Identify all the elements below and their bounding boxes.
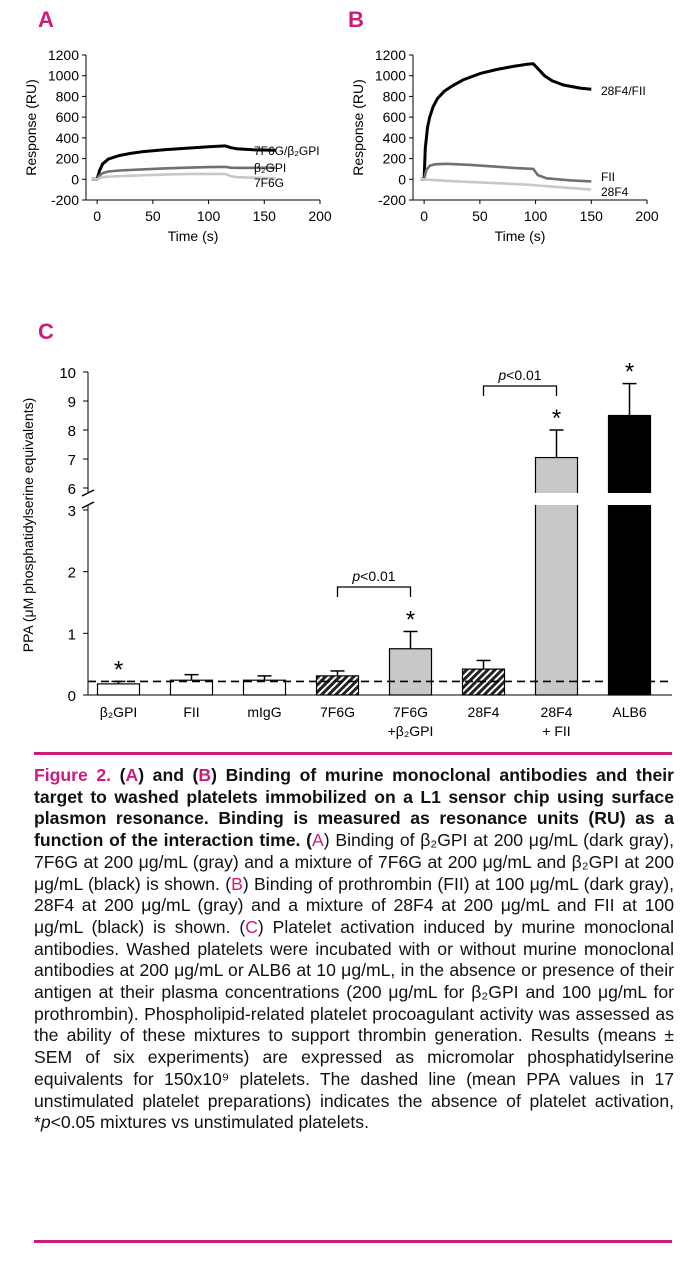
significance-star: * — [114, 656, 123, 683]
y-tick-label: 800 — [56, 88, 80, 104]
panel-letter: C — [38, 319, 54, 344]
category-label: mIgG — [247, 704, 281, 720]
panel-b-chart: B -200 0 200 400 600 800 1000 1200 0 50 100 150 200 Ti… — [348, 7, 659, 244]
y-axis-label: Response (RU) — [23, 79, 39, 175]
bar-3 — [315, 675, 360, 696]
caption-figure-label: Figure 2. — [34, 765, 112, 785]
x-tick-label: 0 — [420, 208, 428, 224]
category-label: 7F6G — [320, 704, 355, 720]
category-label-2: + FII — [542, 723, 570, 739]
panel-c-chart: C 0 1 2 3 6 7 8 9 10 PPA (μM phosphatidylserine eq… — [20, 319, 672, 739]
comparison-bracket — [482, 385, 558, 396]
caption-ref-a: A — [125, 765, 139, 785]
significance-star: * — [552, 405, 561, 432]
axis-break-mark — [81, 489, 95, 497]
series-label-0: 28F4/FII — [601, 84, 646, 98]
y-tick-label: 7 — [68, 452, 76, 469]
y-tick-label: 9 — [68, 394, 76, 411]
category-label: β₂GPI — [100, 704, 138, 720]
bar-0 — [96, 683, 141, 696]
series-label-0: 7F6G/β₂GPI — [254, 144, 320, 158]
series-line-0 — [420, 62, 592, 181]
bar-1 — [169, 679, 214, 696]
caption-ref-b2: B — [231, 873, 243, 894]
y-tick-label: 1200 — [375, 47, 406, 63]
panel-a-chart: A -200 0 200 400 600 800 1000 1200 0 50 100 150 200 Ti… — [23, 7, 332, 244]
series-label-2: 28F4 — [601, 185, 629, 199]
caption-bottom-rule — [34, 1240, 672, 1243]
bar-break — [533, 493, 580, 505]
axis-break-mark — [81, 501, 95, 509]
caption-ref-c: C — [245, 916, 258, 937]
category-label: 28F4 — [541, 704, 573, 720]
y-tick-label: 1000 — [375, 68, 406, 84]
y-tick-label: 600 — [56, 109, 80, 125]
caption-ref-b: B — [198, 765, 212, 785]
x-tick-label: 200 — [308, 208, 332, 224]
y-tick-label: 8 — [68, 423, 76, 440]
series-line-0 — [91, 144, 276, 181]
series-label-1: FII — [601, 170, 615, 184]
comparison-bracket — [336, 586, 412, 597]
y-tick-label: 400 — [56, 130, 80, 146]
category-label: 7F6G — [393, 704, 428, 720]
y-tick-label: 400 — [383, 130, 407, 146]
x-tick-label: 0 — [93, 208, 101, 224]
x-tick-label: 50 — [472, 208, 488, 224]
category-label: ALB6 — [612, 704, 646, 720]
x-tick-label: 100 — [524, 208, 548, 224]
y-tick-label: 0 — [398, 171, 406, 187]
y-tick-label: -200 — [51, 192, 79, 208]
x-axis-label: Time (s) — [495, 228, 546, 244]
series-line-2 — [420, 178, 592, 191]
y-tick-label: 3 — [68, 503, 76, 520]
series-label-2: 7F6G — [254, 176, 284, 190]
y-tick-label: 200 — [56, 151, 80, 167]
x-tick-label: 150 — [580, 208, 604, 224]
x-tick-label: 100 — [197, 208, 221, 224]
category-label-2: +β₂GPI — [388, 723, 434, 739]
y-tick-label: 600 — [383, 109, 407, 125]
y-tick-label: 6 — [68, 481, 76, 498]
x-tick-label: 50 — [145, 208, 161, 224]
significance-star: * — [625, 359, 634, 386]
panel-letter: A — [38, 7, 54, 32]
panel-letter: B — [348, 7, 364, 32]
x-axis-label: Time (s) — [168, 228, 219, 244]
series-line-1 — [91, 165, 276, 181]
y-tick-label: -200 — [378, 192, 406, 208]
comparison-label: p<0.01 — [351, 568, 395, 584]
y-tick-label: 1200 — [48, 47, 79, 63]
category-label: FII — [183, 704, 199, 720]
y-tick-label: 1 — [68, 626, 76, 643]
y-tick-label: 1000 — [48, 68, 79, 84]
y-tick-label: 10 — [59, 365, 76, 382]
x-tick-label: 200 — [635, 208, 659, 224]
y-tick-label: 2 — [68, 565, 76, 582]
series-line-1 — [420, 162, 592, 183]
bar-7 — [607, 414, 652, 696]
x-tick-label: 150 — [253, 208, 277, 224]
bar-2 — [242, 679, 287, 696]
y-tick-label: 200 — [383, 151, 407, 167]
caption-top-rule — [34, 752, 672, 755]
y-axis-label: PPA (μM phosphatidylserine equivalents) — [20, 398, 36, 653]
category-label: 28F4 — [468, 704, 500, 720]
caption-ref-a2: A — [312, 830, 324, 851]
y-tick-label: 800 — [383, 88, 407, 104]
figure-caption: Figure 2. (A) and (B) Binding of murine … — [34, 765, 675, 1133]
y-axis-label: Response (RU) — [350, 79, 366, 175]
series-line-2 — [91, 172, 276, 181]
y-tick-label: 0 — [68, 688, 76, 705]
bar-4 — [388, 648, 433, 696]
significance-star: * — [406, 606, 415, 633]
series-label-1: β₂GPI — [254, 161, 286, 175]
comparison-label: p<0.01 — [497, 367, 541, 383]
bar-break — [606, 493, 653, 505]
y-tick-label: 0 — [71, 171, 79, 187]
